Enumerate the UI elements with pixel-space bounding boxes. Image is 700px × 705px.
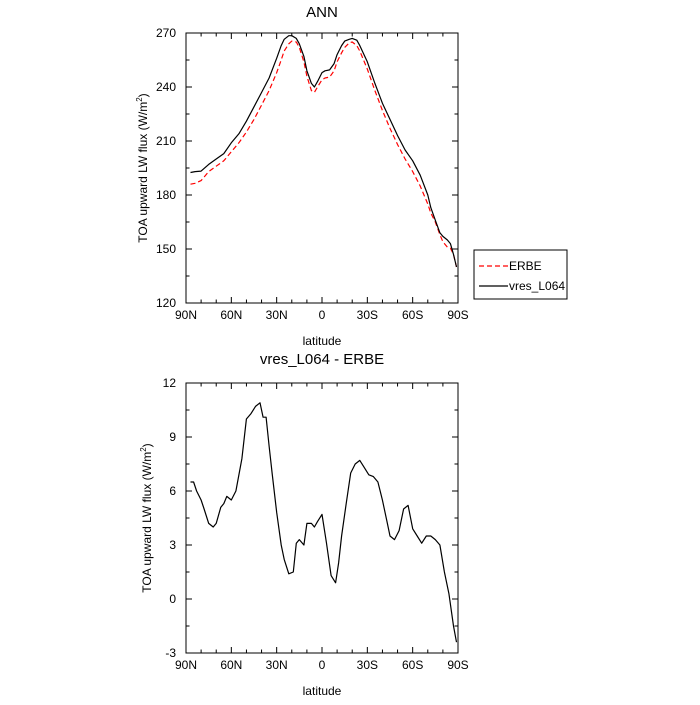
y-axis-label-text: TOA upward LW flux (W/m xyxy=(140,452,154,593)
x-tick-label: 0 xyxy=(319,308,326,322)
y-tick-label: 270 xyxy=(156,26,176,40)
series-line-vres-l064 xyxy=(190,35,458,268)
y-tick-label: 180 xyxy=(156,188,176,202)
x-tick-label: 60S xyxy=(402,658,423,672)
legend-box xyxy=(473,249,568,300)
x-tick-label: 30N xyxy=(266,308,288,322)
x-axis-label: latitude xyxy=(303,334,342,348)
y-tick-label: 150 xyxy=(156,242,176,256)
series-lines xyxy=(190,402,458,643)
x-tick-label: 90N xyxy=(175,308,197,322)
x-tick-label: 60S xyxy=(402,308,423,322)
y-tick-label: 0 xyxy=(169,592,176,606)
x-tick-label: 30N xyxy=(266,658,288,672)
x-tick-label: 30S xyxy=(357,658,378,672)
y-tick-label: 210 xyxy=(156,134,176,148)
legend: ERBE vres_L064 xyxy=(473,249,568,300)
legend-label-erbe: ERBE xyxy=(509,259,542,273)
y-tick-label: 120 xyxy=(156,296,176,310)
y-tick-label: 12 xyxy=(163,376,177,390)
chart-title: vres_L064 - ERBE xyxy=(260,351,384,368)
chart-panel-ann: ANN 90N 60N 30N 0 30S 60S 90S 120 150 180 210 240 27… xyxy=(135,4,568,348)
axis-ticks: 90N 60N 30N 0 30S 60S 90S -3 0 3 6 9 12 xyxy=(163,376,469,672)
x-tick-label: 0 xyxy=(319,658,326,672)
series-lines xyxy=(190,35,458,268)
y-tick-label: 9 xyxy=(169,430,176,444)
y-tick-label: 3 xyxy=(169,538,176,552)
x-axis-label: latitude xyxy=(303,684,342,698)
chart-title: ANN xyxy=(306,4,338,21)
legend-label-vres-l064: vres_L064 xyxy=(509,279,565,293)
y-axis-label: TOA upward LW flux (W/m2) xyxy=(135,93,150,242)
y-axis-label-superscript: 2 xyxy=(135,97,144,102)
chart-panel-difference: vres_L064 - ERBE 90N 60N 30N 0 30S 60S 90S -3 0 3… xyxy=(139,351,469,698)
x-tick-label: 90S xyxy=(447,308,468,322)
x-tick-label: 90S xyxy=(447,658,468,672)
y-axis-label-close: ) xyxy=(140,443,154,447)
y-tick-label: 6 xyxy=(169,484,176,498)
y-tick-label: -3 xyxy=(165,646,176,660)
x-tick-label: 60N xyxy=(220,308,242,322)
x-tick-label: 30S xyxy=(357,308,378,322)
y-axis-label-close: ) xyxy=(136,93,150,97)
y-axis-label-text: TOA upward LW flux (W/m xyxy=(136,102,150,243)
y-tick-label: 240 xyxy=(156,80,176,94)
series-line-vres-l064-erbe xyxy=(190,402,458,643)
x-tick-label: 90N xyxy=(175,658,197,672)
y-axis-label: TOA upward LW flux (W/m2) xyxy=(139,443,154,592)
series-line-erbe xyxy=(190,40,458,268)
x-tick-label: 60N xyxy=(220,658,242,672)
y-axis-label-superscript: 2 xyxy=(139,447,148,452)
axis-ticks: 90N 60N 30N 0 30S 60S 90S 120 150 180 210 240 270 xyxy=(156,26,469,322)
